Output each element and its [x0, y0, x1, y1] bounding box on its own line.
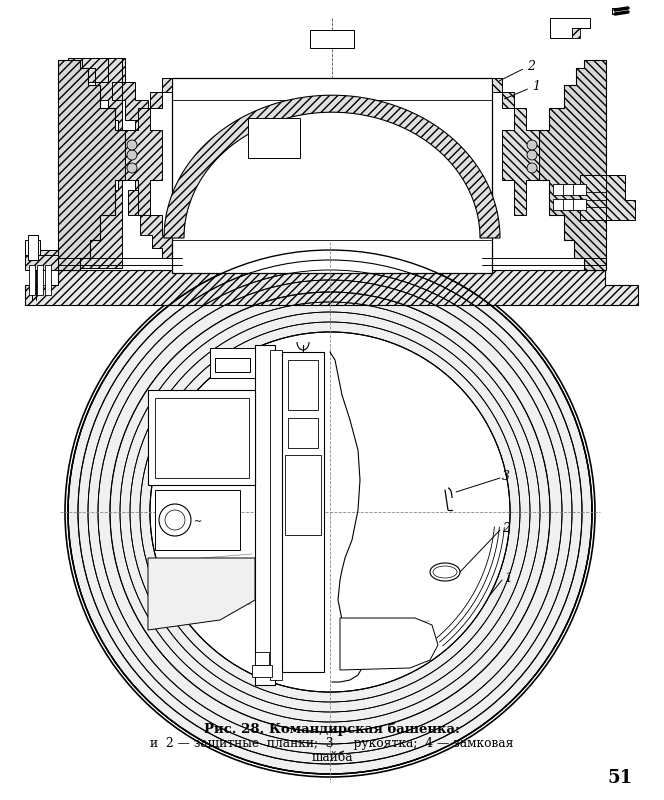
Bar: [288, 360, 318, 410]
Circle shape: [65, 247, 595, 777]
Circle shape: [127, 163, 137, 173]
Text: шайба: шайба: [311, 751, 353, 764]
Circle shape: [150, 332, 510, 692]
Bar: [288, 418, 318, 448]
Text: 1: 1: [532, 79, 540, 93]
Polygon shape: [58, 58, 182, 270]
Polygon shape: [572, 28, 580, 38]
Bar: [282, 352, 324, 672]
Bar: [285, 455, 321, 535]
Bar: [255, 652, 269, 665]
Bar: [553, 184, 566, 195]
Polygon shape: [58, 60, 125, 270]
Text: 3: 3: [502, 470, 510, 482]
Text: и  2 — защитные  планки;  3 — рукоятка;  4 — замковая: и 2 — защитные планки; 3 — рукоятка; 4 —…: [150, 737, 514, 750]
Bar: [573, 184, 586, 195]
Bar: [37, 265, 43, 295]
Bar: [563, 199, 576, 210]
Circle shape: [527, 140, 537, 150]
Circle shape: [165, 510, 185, 530]
Polygon shape: [25, 240, 40, 255]
Polygon shape: [215, 358, 250, 372]
Bar: [553, 199, 566, 210]
Bar: [270, 350, 282, 680]
Bar: [155, 398, 249, 478]
Circle shape: [527, 163, 537, 173]
Text: ~: ~: [194, 517, 202, 527]
Bar: [45, 265, 51, 295]
Polygon shape: [210, 348, 255, 378]
Bar: [563, 184, 576, 195]
Bar: [573, 199, 586, 210]
Circle shape: [68, 250, 592, 774]
Bar: [310, 30, 354, 48]
Polygon shape: [550, 18, 590, 38]
Ellipse shape: [430, 563, 460, 581]
Circle shape: [127, 150, 137, 160]
Circle shape: [159, 504, 191, 536]
Text: 2: 2: [527, 59, 535, 73]
Text: 51: 51: [608, 769, 633, 787]
Circle shape: [527, 150, 537, 160]
Text: Рис. 28. Командирская башенка:: Рис. 28. Командирская башенка:: [204, 722, 460, 735]
Polygon shape: [492, 78, 539, 215]
Bar: [255, 345, 275, 685]
Polygon shape: [580, 175, 606, 220]
Bar: [148, 390, 255, 485]
Polygon shape: [25, 270, 638, 305]
Polygon shape: [606, 175, 635, 220]
Polygon shape: [164, 95, 500, 238]
Polygon shape: [25, 255, 58, 270]
Text: 2: 2: [502, 522, 510, 534]
Polygon shape: [28, 235, 38, 260]
Bar: [29, 265, 35, 295]
Polygon shape: [148, 558, 255, 630]
Bar: [172, 78, 492, 273]
Polygon shape: [539, 60, 606, 270]
Circle shape: [127, 140, 137, 150]
Bar: [248, 118, 300, 158]
Polygon shape: [340, 618, 438, 670]
Polygon shape: [25, 250, 58, 265]
Polygon shape: [125, 78, 172, 215]
Bar: [252, 665, 272, 677]
Text: 1: 1: [504, 571, 512, 585]
Bar: [155, 490, 240, 550]
